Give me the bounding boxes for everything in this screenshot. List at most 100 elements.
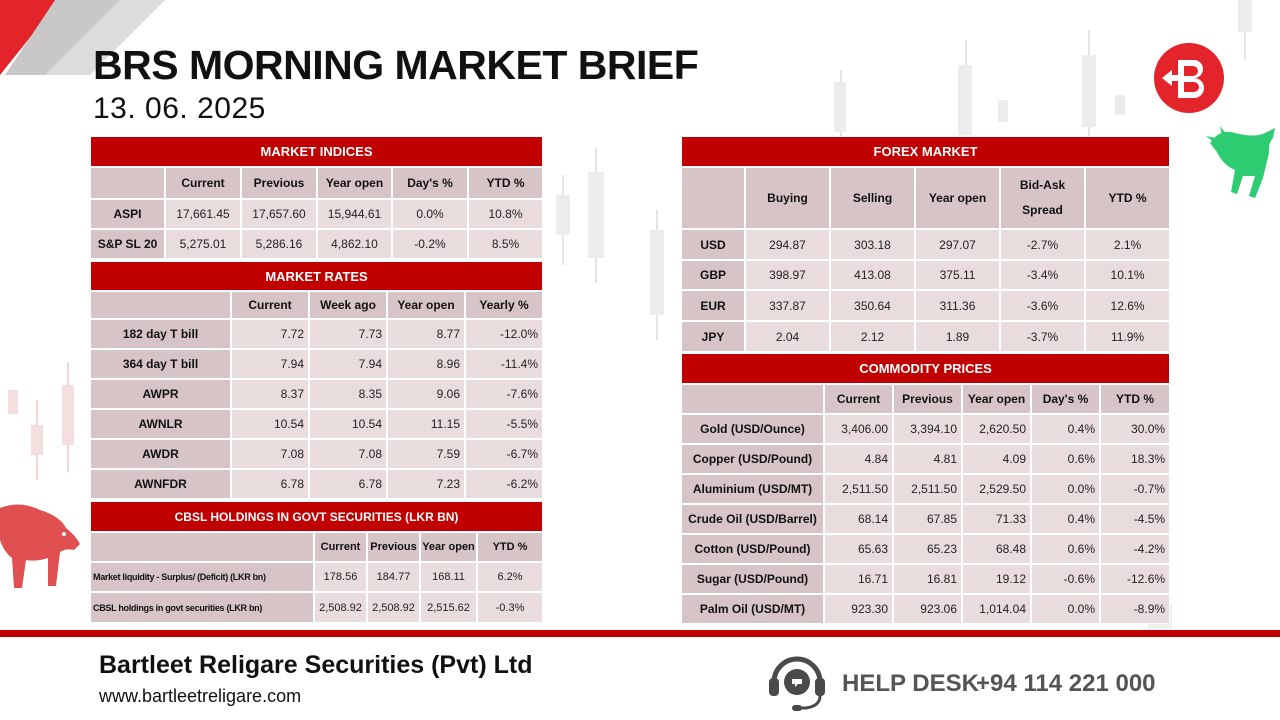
table-cell: 11.15 xyxy=(387,409,465,439)
column-header: Year open xyxy=(387,291,465,319)
table-cell: 7.59 xyxy=(387,439,465,469)
bull-icon xyxy=(1206,126,1275,198)
column-header: Bid-Ask Spread xyxy=(1000,167,1085,229)
table-cell: 7.94 xyxy=(231,349,309,379)
table-cell: 16.71 xyxy=(824,564,893,594)
row-label: Cotton (USD/Pound) xyxy=(681,534,824,564)
table-cell: 294.87 xyxy=(745,229,830,260)
helpdesk-label: HELP DESK xyxy=(842,670,979,697)
column-header: YTD % xyxy=(1100,384,1171,414)
table-cell: 350.64 xyxy=(830,290,915,321)
column-header: Selling xyxy=(830,167,915,229)
market-indices-title: MARKET INDICES xyxy=(90,136,544,167)
table-cell: -6.2% xyxy=(465,469,544,499)
table-cell: -3.6% xyxy=(1000,290,1085,321)
table-cell: 7.73 xyxy=(309,319,387,349)
table-cell: 413.08 xyxy=(830,260,915,290)
commodity-prices-title: COMMODITY PRICES xyxy=(681,353,1171,384)
table-cell: -12.0% xyxy=(465,319,544,349)
column-header: Current xyxy=(165,167,241,199)
table-cell: -0.3% xyxy=(477,592,544,623)
cbsl-holdings-title: CBSL HOLDINGS IN GOVT SECURITIES (LKR BN… xyxy=(90,501,544,532)
column-header: Day's % xyxy=(392,167,468,199)
table-cell: -7.6% xyxy=(465,379,544,409)
column-header: Previous xyxy=(367,532,420,562)
row-label: 182 day T bill xyxy=(90,319,231,349)
row-label: CBSL holdings in govt securities (LKR bn… xyxy=(90,592,314,623)
forex-market-table: FOREX MARKET Buying Selling Year open Bi… xyxy=(681,136,1171,352)
row-label: Gold (USD/Ounce) xyxy=(681,414,824,444)
website-link[interactable]: www.bartleetreligare.com xyxy=(99,686,302,706)
row-label: JPY xyxy=(681,321,745,352)
column-header: Current xyxy=(231,291,309,319)
row-label: Copper (USD/Pound) xyxy=(681,444,824,474)
brs-logo-icon xyxy=(1154,43,1224,113)
table-cell: 19.12 xyxy=(962,564,1031,594)
row-label: ASPI xyxy=(90,199,165,229)
row-label: Sugar (USD/Pound) xyxy=(681,564,824,594)
column-header: Year open xyxy=(962,384,1031,414)
row-label: AWNLR xyxy=(90,409,231,439)
column-header: Day's % xyxy=(1031,384,1100,414)
corner-cell xyxy=(90,167,165,199)
table-cell: 0.0% xyxy=(1031,474,1100,504)
bear-icon xyxy=(0,504,80,588)
report-date: 13. 06. 2025 xyxy=(93,92,266,125)
table-cell: 375.11 xyxy=(915,260,1000,290)
table-cell: 7.72 xyxy=(231,319,309,349)
company-name: Bartleet Religare Securities (Pvt) Ltd xyxy=(99,651,533,679)
column-header: YTD % xyxy=(1085,167,1171,229)
row-label: Aluminium (USD/MT) xyxy=(681,474,824,504)
table-cell: -8.9% xyxy=(1100,594,1171,624)
table-cell: 2.12 xyxy=(830,321,915,352)
page-title: BRS MORNING MARKET BRIEF xyxy=(93,42,699,88)
table-cell: 297.07 xyxy=(915,229,1000,260)
row-label: S&P SL 20 xyxy=(90,229,165,259)
table-cell: -3.7% xyxy=(1000,321,1085,352)
table-cell: 923.06 xyxy=(893,594,962,624)
row-label: Crude Oil (USD/Barrel) xyxy=(681,504,824,534)
table-cell: 10.1% xyxy=(1085,260,1171,290)
headset-icon xyxy=(769,656,825,711)
table-cell: 65.23 xyxy=(893,534,962,564)
column-header: Previous xyxy=(241,167,317,199)
row-label: 364 day T bill xyxy=(90,349,231,379)
table-cell: 7.08 xyxy=(231,439,309,469)
table-cell: -6.7% xyxy=(465,439,544,469)
table-cell: 8.37 xyxy=(231,379,309,409)
table-cell: 2,515.62 xyxy=(420,592,477,623)
table-cell: 67.85 xyxy=(893,504,962,534)
table-cell: 2,620.50 xyxy=(962,414,1031,444)
table-cell: 398.97 xyxy=(745,260,830,290)
table-cell: 923.30 xyxy=(824,594,893,624)
column-header: Previous xyxy=(893,384,962,414)
helpdesk-phone[interactable]: +94 114 221 000 xyxy=(976,670,1156,697)
table-cell: 0.4% xyxy=(1031,414,1100,444)
table-cell: 5,286.16 xyxy=(241,229,317,259)
row-label: AWNFDR xyxy=(90,469,231,499)
table-cell: -4.5% xyxy=(1100,504,1171,534)
table-cell: 168.11 xyxy=(420,562,477,592)
table-cell: 2.04 xyxy=(745,321,830,352)
table-cell: 0.0% xyxy=(392,199,468,229)
table-cell: 8.35 xyxy=(309,379,387,409)
row-label: USD xyxy=(681,229,745,260)
table-cell: 1.89 xyxy=(915,321,1000,352)
table-cell: 2.1% xyxy=(1085,229,1171,260)
column-header: Year open xyxy=(420,532,477,562)
table-cell: -0.6% xyxy=(1031,564,1100,594)
table-cell: 7.23 xyxy=(387,469,465,499)
table-cell: -2.7% xyxy=(1000,229,1085,260)
table-cell: 8.77 xyxy=(387,319,465,349)
table-cell: 12.6% xyxy=(1085,290,1171,321)
table-cell: -3.4% xyxy=(1000,260,1085,290)
row-label: Palm Oil (USD/MT) xyxy=(681,594,824,624)
table-cell: 3,406.00 xyxy=(824,414,893,444)
column-header: Week ago xyxy=(309,291,387,319)
table-cell: 71.33 xyxy=(962,504,1031,534)
table-cell: 2,508.92 xyxy=(314,592,367,623)
table-cell: 5,275.01 xyxy=(165,229,241,259)
market-rates-title: MARKET RATES xyxy=(90,261,544,291)
table-cell: 1,014.04 xyxy=(962,594,1031,624)
table-cell: 16.81 xyxy=(893,564,962,594)
